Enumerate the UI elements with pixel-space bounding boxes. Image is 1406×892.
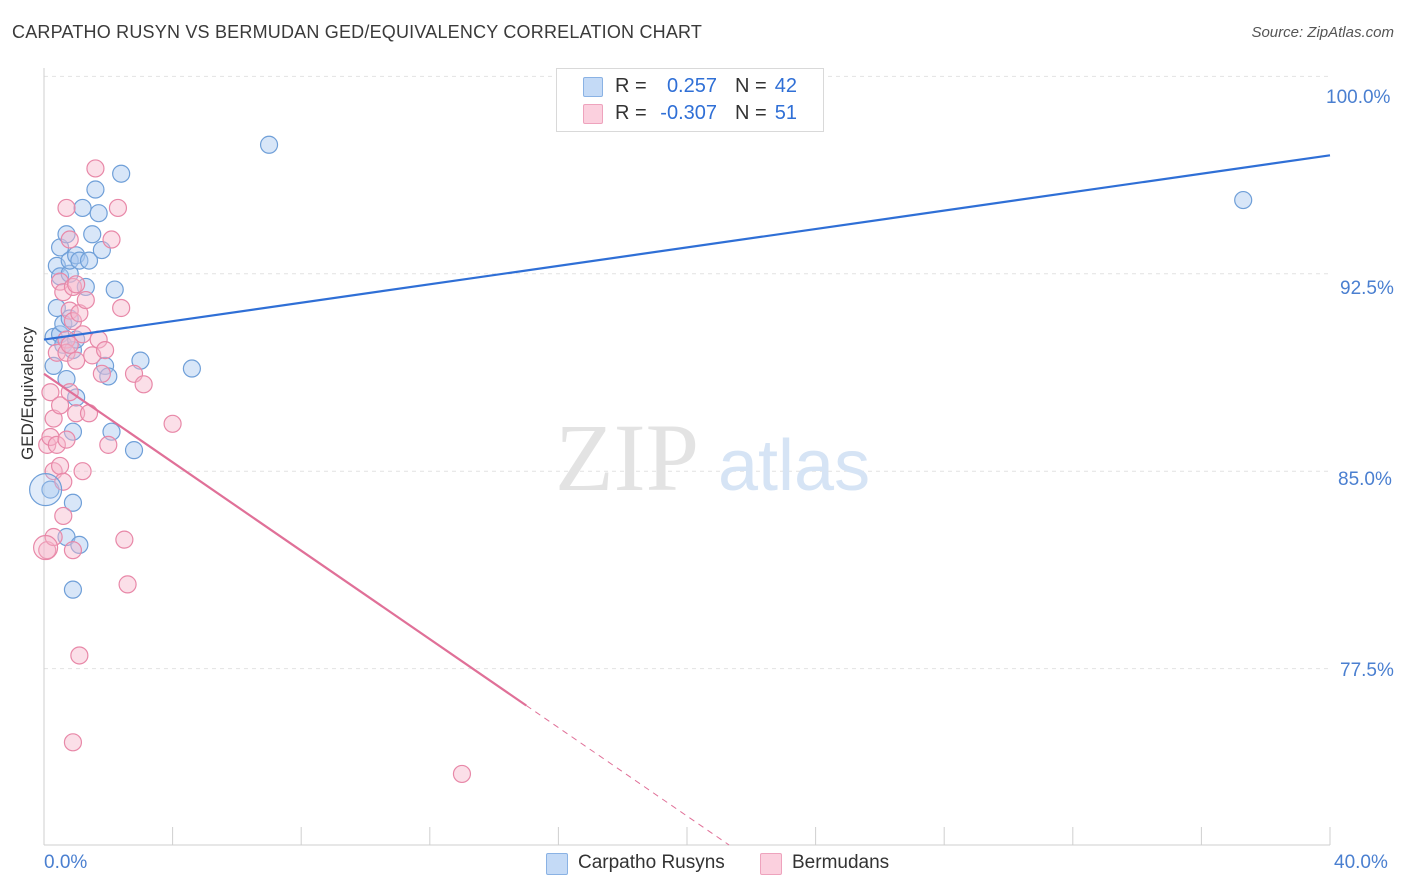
data-point <box>86 159 105 178</box>
data-point <box>67 351 86 370</box>
data-point <box>163 414 182 433</box>
stats-legend: R = 0.257 N = 42 R = -0.307 N = 51 <box>556 68 824 132</box>
data-point <box>44 527 63 547</box>
data-point <box>70 646 89 665</box>
legend-label-bermudan: Bermudans <box>792 852 890 873</box>
legend-row-bermudan: R = -0.307 N = 51 <box>557 101 823 127</box>
legend-label-carpatho: Carpatho Rusyns <box>578 852 725 873</box>
y-tick-label: 100.0% <box>1326 87 1391 108</box>
data-point <box>67 275 86 294</box>
data-point <box>67 404 86 423</box>
r-label: R = <box>615 75 647 97</box>
data-point <box>70 251 89 270</box>
data-point <box>83 225 102 244</box>
data-point <box>63 277 83 297</box>
watermark-zip: ZIP <box>555 404 699 511</box>
trend-line-bermudan <box>43 372 527 707</box>
watermark-atlas: atlas <box>718 426 870 506</box>
data-point <box>63 493 83 512</box>
data-point <box>50 396 70 415</box>
data-points <box>29 135 1253 784</box>
y-tick-label: 77.5% <box>1340 660 1394 681</box>
data-point <box>54 506 73 526</box>
data-point <box>57 198 76 218</box>
chart-title: CARPATHO RUSYN VS BERMUDAN GED/EQUIVALEN… <box>12 22 703 42</box>
trend-lines <box>43 154 1331 846</box>
data-point <box>108 198 128 218</box>
data-point <box>63 541 83 560</box>
data-point <box>76 290 95 310</box>
legend-swatch-carpatho <box>583 77 603 97</box>
n-label: N = <box>735 75 767 97</box>
n-label: N = <box>735 102 767 124</box>
data-point <box>124 441 144 460</box>
data-point <box>259 135 279 154</box>
watermark: ZIP atlas <box>555 404 870 511</box>
data-point <box>1234 190 1253 210</box>
source-label: Source: ZipAtlas.com <box>1251 24 1394 41</box>
data-point <box>115 530 134 549</box>
data-point <box>57 430 76 449</box>
trend-line-bermudan-extension <box>525 705 730 846</box>
n-value: 51 <box>774 102 797 124</box>
data-point <box>92 364 111 383</box>
legend-row-carpatho: R = 0.257 N = 42 <box>557 74 823 100</box>
r-label: R = <box>615 102 647 124</box>
data-point <box>60 309 79 328</box>
data-point <box>452 764 472 784</box>
x-tick-min: 0.0% <box>44 852 88 873</box>
x-tick-max: 40.0% <box>1334 852 1388 873</box>
r-value: -0.307 <box>660 102 717 124</box>
data-point <box>60 230 79 249</box>
data-point <box>41 383 60 402</box>
legend-swatch-bermudan <box>583 104 603 124</box>
data-point <box>86 180 105 199</box>
data-point <box>112 298 131 318</box>
data-point <box>73 462 92 481</box>
data-point <box>112 164 131 183</box>
trend-line-carpatho <box>43 154 1331 341</box>
data-point <box>79 251 99 270</box>
data-point <box>105 280 124 299</box>
y-axis-label: GED/Equivalency <box>18 326 37 460</box>
data-point <box>54 472 73 491</box>
data-point <box>73 198 92 218</box>
data-point <box>102 230 121 249</box>
data-point <box>63 580 83 599</box>
r-value: 0.257 <box>666 75 717 97</box>
data-point <box>63 733 83 752</box>
legend-swatch-carpatho <box>546 853 568 875</box>
y-tick-label: 92.5% <box>1340 278 1394 299</box>
gridlines <box>44 75 1330 670</box>
data-point-cluster <box>29 473 63 507</box>
y-tick-label: 85.0% <box>1338 469 1392 490</box>
data-point <box>134 375 153 394</box>
data-point <box>57 225 76 244</box>
axes <box>43 68 1331 846</box>
data-point <box>89 204 108 223</box>
data-point-cluster <box>33 534 59 561</box>
legend-swatch-bermudan <box>760 853 782 875</box>
data-point <box>47 435 66 454</box>
data-point <box>50 456 70 476</box>
data-point <box>95 340 115 360</box>
data-point <box>99 435 118 454</box>
data-point <box>118 575 137 594</box>
data-point <box>182 359 201 378</box>
data-point <box>79 404 99 423</box>
n-value: 42 <box>774 75 797 97</box>
